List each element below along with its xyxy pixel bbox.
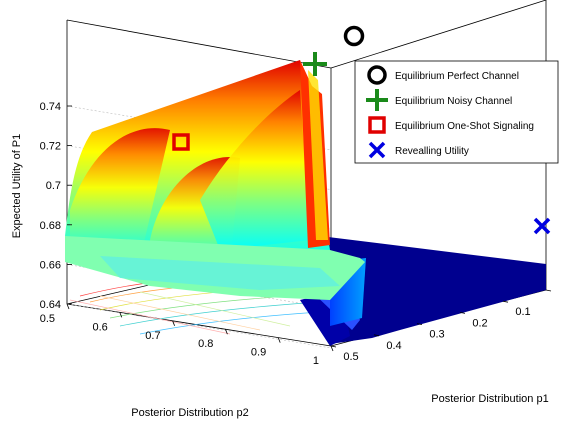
legend-label: Equilibrium One-Shot Signaling: [395, 121, 534, 132]
x-tick-mark: [278, 338, 280, 343]
x-tick-mark: [120, 312, 122, 317]
legend-label: Revealling Utility: [395, 146, 469, 157]
legend-item-one-shot-signaling: Equilibrium One-Shot Signaling: [370, 118, 534, 132]
legend-label: Equilibrium Perfect Channel: [395, 71, 519, 82]
x-tick-mark: [331, 346, 333, 351]
y-axis-label: Posterior Distribution p1: [431, 393, 548, 405]
y-tick-label: 0.4: [386, 340, 401, 352]
z-tick-label: 0.72: [40, 141, 61, 153]
y-tick-label: 0.2: [472, 317, 487, 329]
legend-label: Equilibrium Noisy Channel: [395, 96, 512, 107]
legend: Equilibrium Perfect Channel Equilibrium …: [355, 61, 558, 163]
z-tick-label: 0.64: [40, 299, 61, 311]
y-tick-label: 0.3: [429, 329, 444, 341]
x-axis-label: Posterior Distribution p2: [131, 407, 248, 419]
utility-surface: [65, 60, 365, 300]
y-tick-label: 0.1: [515, 306, 530, 318]
y-tick-mark: [503, 301, 508, 302]
z-tick-label: 0.68: [40, 220, 61, 232]
y-tick-mark: [546, 290, 551, 291]
marker-noisy-channel: [303, 52, 327, 76]
x-tick-mark: [67, 304, 69, 309]
x-tick-label: 1: [313, 355, 319, 367]
x-axis-ticks: 0.5 0.6 0.7 0.8 0.9 1: [40, 304, 333, 367]
marker-revealling-utility: [535, 219, 549, 233]
z-tick-label: 0.7: [46, 180, 61, 192]
x-tick-label: 0.5: [40, 313, 55, 325]
x-tick-label: 0.7: [145, 330, 160, 342]
x-tick-label: 0.9: [251, 347, 266, 359]
z-axis-label: Expected Utility of P1: [11, 134, 23, 239]
x-tick-label: 0.6: [93, 321, 108, 333]
z-tick-label: 0.66: [40, 259, 61, 271]
x-tick-label: 0.8: [198, 338, 213, 350]
marker-perfect-channel: [346, 28, 363, 45]
y-tick-label: 0.5: [343, 351, 358, 363]
z-tick-label: 0.74: [40, 101, 61, 113]
